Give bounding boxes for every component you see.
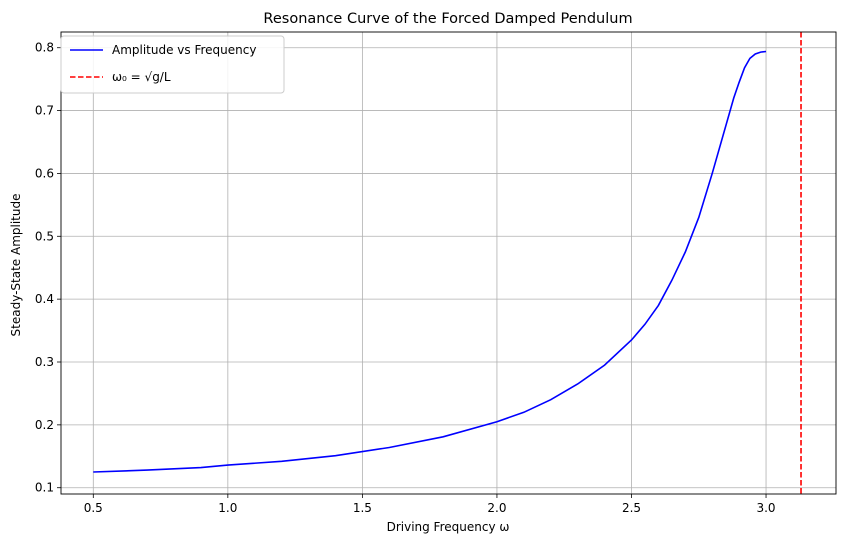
y-tick-label: 0.5 <box>35 229 54 243</box>
x-tick-label: 1.0 <box>218 501 237 515</box>
legend-box <box>60 35 285 94</box>
x-tick-label: 2.0 <box>487 501 506 515</box>
series-line-amplitude <box>93 50 767 473</box>
y-tick-label: 0.3 <box>35 355 54 369</box>
x-axis-ticks: 0.5 1.0 1.5 2.0 2.5 3.0 <box>84 494 776 515</box>
plot-frame <box>60 31 837 495</box>
y-tick-label: 0.2 <box>35 418 54 432</box>
x-tick-label: 0.5 <box>84 501 103 515</box>
x-tick-label: 2.5 <box>622 501 641 515</box>
legend: Amplitude vs Frequency ω₀ = √g/L <box>60 35 285 94</box>
x-axis-label: Driving Frequency ω <box>387 520 510 534</box>
legend-label-amplitude: Amplitude vs Frequency <box>112 43 256 57</box>
y-tick-label: 0.4 <box>35 292 54 306</box>
legend-label-reference: ω₀ = √g/L <box>112 70 171 84</box>
y-tick-label: 0.6 <box>35 166 54 180</box>
grid-lines <box>61 32 836 494</box>
chart-title: Resonance Curve of the Forced Damped Pen… <box>263 11 632 27</box>
x-tick-label: 1.5 <box>353 501 372 515</box>
y-tick-label: 0.8 <box>35 41 54 55</box>
y-axis-ticks: 0.1 0.2 0.3 0.4 0.5 0.6 0.7 0.8 <box>35 41 61 495</box>
y-axis-label: Steady-State Amplitude <box>9 194 23 337</box>
y-tick-label: 0.7 <box>35 104 54 118</box>
x-tick-label: 3.0 <box>756 501 775 515</box>
y-tick-label: 0.1 <box>35 481 54 495</box>
plot-background <box>61 32 836 494</box>
